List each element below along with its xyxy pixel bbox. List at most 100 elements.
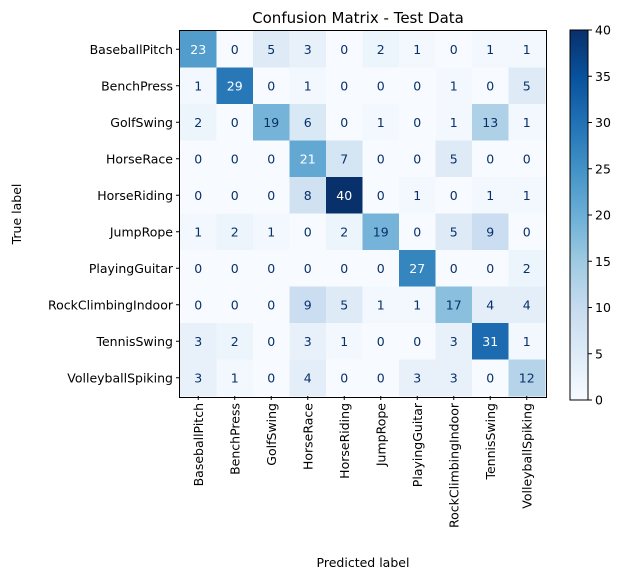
matrix-cell	[362, 140, 400, 178]
matrix-cell	[472, 67, 509, 105]
matrix-cell	[180, 286, 217, 324]
cell-value-label: 1	[450, 78, 458, 93]
cell-value-label: 0	[231, 115, 239, 130]
matrix-cell	[435, 104, 473, 141]
cell-value-label: 0	[267, 78, 275, 93]
cell-value-label: 0	[413, 78, 421, 93]
cell-value-label: 1	[450, 115, 458, 130]
cell-value-label: 1	[523, 42, 531, 57]
cell-value-label: 0	[523, 151, 531, 166]
y-tick-label: TennisSwing	[95, 334, 173, 349]
colorbar	[569, 29, 589, 401]
cell-value-label: 7	[340, 151, 348, 166]
cell-value-label: 0	[340, 115, 348, 130]
matrix-cell	[399, 250, 436, 287]
cell-value-label: 1	[340, 334, 348, 349]
cell-value-label: 0	[377, 78, 385, 93]
cell-value-label: 1	[413, 297, 421, 312]
cell-value-label: 2	[377, 42, 385, 57]
cell-value-label: 40	[336, 188, 352, 203]
cell-value-label: 1	[486, 42, 494, 57]
y-tick-label: BenchPress	[101, 78, 173, 93]
matrix-cell	[435, 359, 473, 397]
cell-value-label: 0	[194, 261, 202, 276]
matrix-cell	[180, 359, 217, 397]
cell-value-label: 0	[267, 188, 275, 203]
matrix-cell	[216, 323, 254, 360]
y-tick-label: HorseRace	[106, 151, 173, 166]
cell-value-label: 9	[304, 297, 312, 312]
matrix-cell	[399, 286, 436, 324]
cell-value-label: 2	[231, 334, 239, 349]
y-axis-ticks: BaseballPitch BenchPress GolfSwing HorseRac…	[48, 42, 180, 385]
matrix-cell	[399, 177, 436, 214]
matrix-cells	[180, 31, 546, 397]
x-axis-label: Predicted label	[317, 555, 410, 570]
x-tick-label: JumpRope	[373, 403, 388, 467]
matrix-cell	[399, 140, 436, 178]
matrix-cell	[289, 31, 327, 68]
matrix-cell	[253, 359, 290, 397]
matrix-cell	[289, 286, 327, 324]
matrix-cell	[508, 31, 546, 68]
cell-value-label: 4	[486, 297, 494, 312]
matrix-cell	[289, 177, 327, 214]
matrix-cell	[472, 213, 509, 251]
matrix-cell	[399, 359, 436, 397]
matrix-cell	[180, 104, 217, 141]
matrix-cell	[472, 104, 509, 141]
cell-value-label: 0	[523, 224, 531, 239]
y-tick-label: JumpRope	[109, 224, 173, 239]
colorbar-tick-label: 20	[595, 208, 611, 223]
cell-value-label: 9	[486, 224, 494, 239]
cell-value-label: 21	[300, 151, 316, 166]
matrix-cell	[472, 250, 509, 287]
matrix-cell	[435, 250, 473, 287]
cell-value-label: 19	[263, 115, 279, 130]
matrix-cell	[253, 177, 290, 214]
y-tick-label: RockClimbingIndoor	[48, 297, 174, 312]
cell-value-label: 3	[413, 370, 421, 385]
cell-value-label: 0	[194, 188, 202, 203]
cell-value-label: 0	[231, 188, 239, 203]
matrix-cell	[289, 213, 327, 251]
cell-value-label: 0	[267, 261, 275, 276]
matrix-cell	[326, 323, 363, 360]
matrix-cell	[289, 323, 327, 360]
y-tick-label: BaseballPitch	[90, 42, 173, 57]
colorbar-tick-label: 0	[595, 393, 603, 408]
matrix-cell	[508, 104, 546, 141]
cell-value-label: 8	[304, 188, 312, 203]
cell-value-label: 0	[413, 115, 421, 130]
matrix-cell	[180, 177, 217, 214]
cell-value-label: 4	[523, 297, 531, 312]
matrix-cell	[180, 31, 217, 68]
matrix-cell	[362, 359, 400, 397]
cell-value-label: 0	[340, 42, 348, 57]
matrix-cell	[435, 31, 473, 68]
matrix-cell	[216, 104, 254, 141]
cell-value-label: 0	[340, 261, 348, 276]
cell-value-label: 0	[377, 334, 385, 349]
cell-value-label: 0	[413, 151, 421, 166]
matrix-cell	[508, 286, 546, 324]
cell-value-label: 13	[482, 115, 498, 130]
y-tick-label: GolfSwing	[110, 115, 173, 130]
matrix-cell	[362, 177, 400, 214]
colorbar-tick-label: 30	[595, 115, 611, 130]
matrix-cell	[472, 177, 509, 214]
cell-value-label: 5	[340, 297, 348, 312]
matrix-cell	[362, 286, 400, 324]
matrix-cell	[508, 250, 546, 287]
x-tick-label: TennisSwing	[483, 403, 498, 481]
matrix-cell	[180, 250, 217, 287]
matrix-cell	[216, 359, 254, 397]
matrix-cell	[253, 213, 290, 251]
matrix-cell	[362, 31, 400, 68]
matrix-cell	[216, 140, 254, 178]
x-tick-label: HorseRace	[300, 403, 315, 470]
x-tick-label: RockClimbingIndoor	[446, 402, 461, 528]
cell-value-label: 5	[267, 42, 275, 57]
matrix-cell	[289, 359, 327, 397]
